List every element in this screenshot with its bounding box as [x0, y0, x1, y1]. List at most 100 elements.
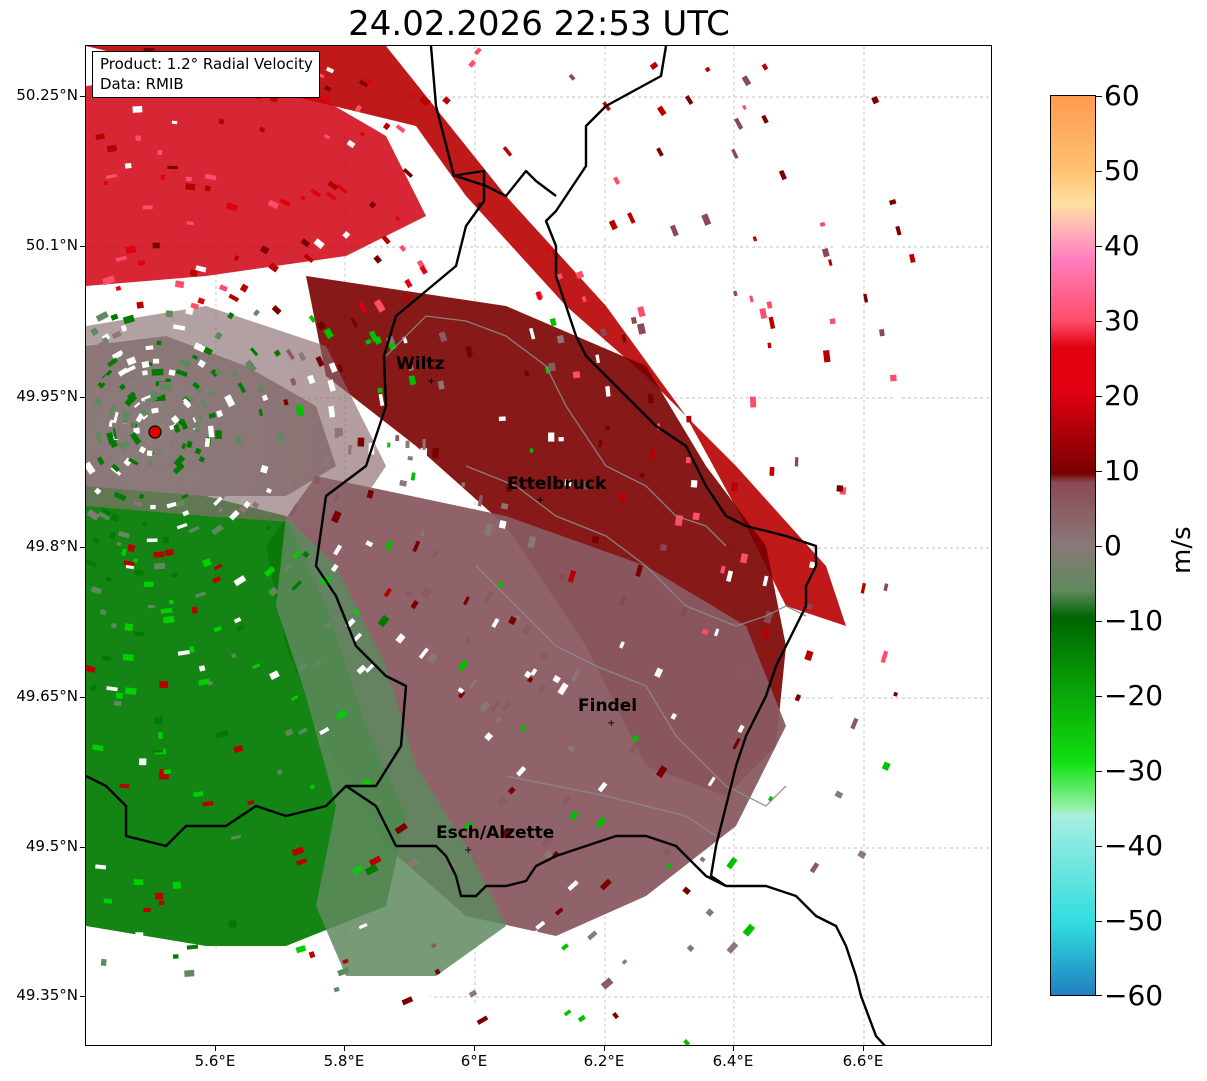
echo-gate [198, 665, 206, 672]
echo-gate [354, 104, 363, 113]
echo-gate [152, 446, 165, 457]
echo-gate [432, 447, 440, 459]
echo-gate [223, 437, 229, 447]
echo-gate [462, 596, 470, 606]
echo-gate [157, 149, 163, 156]
colorbar-tickmark [1096, 621, 1102, 622]
echo-gate [461, 482, 466, 488]
echo-gate [628, 743, 639, 754]
echo-gate [502, 700, 512, 712]
echo-gate [468, 59, 477, 68]
echo-gate [288, 269, 297, 278]
echo-gate [139, 493, 144, 499]
echo-gate [213, 625, 222, 633]
echo-gate [402, 294, 411, 302]
echo-gate [307, 374, 316, 385]
echo-gate [184, 432, 190, 440]
echo-gate [172, 881, 182, 890]
echo-gate [647, 393, 654, 404]
echo-gate [561, 943, 569, 951]
echo-gate [829, 318, 836, 325]
echo-gate [184, 969, 195, 977]
lon-tickmark [604, 1046, 605, 1051]
echo-gate [145, 396, 158, 403]
echo-gate [368, 330, 379, 342]
echo-gate [99, 374, 109, 384]
echo-gate [260, 245, 270, 255]
echo-gate [159, 680, 169, 689]
echo-gate [358, 79, 369, 88]
echo-gate [395, 124, 406, 134]
colorbar-tickmark [1096, 995, 1102, 996]
lat-tick: 50.1°N [25, 236, 78, 254]
echo-gate [457, 690, 466, 699]
echo-gate [705, 908, 714, 917]
echo-gate [726, 856, 738, 870]
echo-gate [179, 418, 189, 431]
echo-gate [421, 587, 432, 599]
echo-gate [310, 188, 322, 198]
echo-gate [685, 456, 691, 464]
echo-gate [151, 407, 159, 414]
echo-gate [139, 758, 147, 766]
colorbar-tick: −40 [1104, 829, 1164, 862]
echo-gate [86, 947, 89, 955]
echo-gate [90, 684, 97, 692]
echo-gate [86, 509, 100, 521]
echo-gate [124, 623, 134, 632]
echo-gate [167, 165, 178, 170]
echo-gate [265, 487, 272, 494]
echo-gate [96, 456, 105, 466]
echo-gate [333, 492, 340, 503]
echo-gate [761, 63, 769, 71]
echo-gate [419, 447, 428, 461]
echo-gate [101, 337, 110, 345]
echo-gate [484, 732, 494, 742]
echo-gate [631, 734, 640, 743]
echo-gate [730, 482, 739, 492]
echo-gate [207, 393, 218, 407]
echo-gate [168, 369, 176, 377]
echo-gate [130, 373, 137, 380]
echo-gate [171, 120, 178, 125]
colorbar-tickmark [1096, 771, 1102, 772]
echo-gate [767, 342, 772, 349]
echo-gate [524, 670, 532, 679]
echo-gate [410, 599, 419, 610]
echo-gate [333, 544, 343, 556]
echo-gate [591, 535, 600, 544]
echo-gate [247, 800, 255, 806]
echo-gate [656, 362, 661, 368]
echo-gate [749, 295, 754, 303]
echo-gate [408, 375, 417, 386]
echo-gate [180, 377, 193, 388]
echo-gate [168, 438, 177, 448]
echo-gate [822, 349, 831, 363]
echo-gate [567, 880, 579, 891]
echo-gate [621, 959, 628, 965]
echo-gate [292, 549, 301, 559]
echo-gate [250, 347, 259, 357]
echo-gate [419, 265, 428, 275]
echo-gate [106, 144, 118, 153]
echo-gate [154, 716, 164, 724]
radar-map[interactable]: Wiltz + Ettelbruck + Findel + Esch/Alzet… [85, 45, 992, 1046]
border-germany-france [726, 884, 886, 1045]
city-label-wiltz: Wiltz [396, 354, 445, 374]
radar-site-marker [148, 425, 162, 439]
echo-gate [791, 344, 800, 352]
echo-gate [276, 769, 283, 776]
echo-gate [116, 541, 122, 547]
echo-gate [821, 141, 829, 151]
echo-gate [463, 821, 474, 831]
echo-gate [656, 147, 664, 157]
echo-gate [186, 440, 193, 449]
echo-gate [637, 306, 646, 318]
echo-gate [337, 427, 343, 437]
echo-gate [297, 661, 308, 672]
echo-gate [193, 791, 204, 798]
echo-gate [253, 309, 260, 317]
echo-gate [151, 368, 164, 376]
echo-gate [197, 359, 207, 368]
echo-gate [207, 681, 214, 686]
